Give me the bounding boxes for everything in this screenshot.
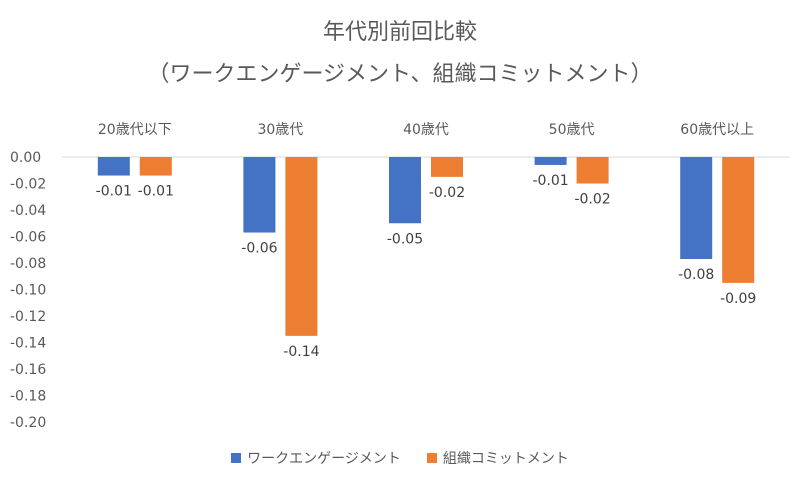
data-label: -0.01 (532, 173, 568, 189)
category-label: 60歳代以上 (680, 122, 754, 138)
bar-org-commitment (285, 157, 318, 336)
data-label: -0.02 (574, 192, 610, 208)
data-label: -0.05 (387, 231, 423, 247)
legend-item-org-commitment: 組織コミットメント (426, 448, 569, 468)
data-label: -0.02 (429, 185, 465, 201)
legend-swatch-org-commitment (426, 453, 437, 463)
category-label: 30歳代 (257, 122, 303, 138)
y-tick-label: -0.08 (10, 256, 46, 272)
legend-label-org-commitment: 組織コミットメント (442, 451, 569, 467)
y-tick-label: -0.02 (10, 177, 46, 193)
category-label: 40歳代 (403, 122, 449, 138)
bar-work-engagement (243, 157, 276, 233)
legend-item-work-engagement: ワークエンゲージメント (231, 448, 401, 468)
bar-work-engagement (97, 157, 130, 176)
data-label: -0.01 (96, 184, 132, 200)
bar-work-engagement (389, 157, 421, 224)
y-tick-label: -0.18 (10, 389, 46, 405)
data-label: -0.06 (241, 241, 277, 257)
data-label: -0.01 (138, 184, 174, 200)
y-tick-label: -0.06 (10, 230, 46, 246)
chart-title: 年代別前回比較 (322, 20, 477, 45)
legend-swatch-work-engagement (231, 453, 242, 463)
chart-subtitle: （ワークエンゲージメント、組織コミットメント） (147, 62, 653, 87)
y-tick-label: -0.20 (10, 415, 46, 431)
bar-org-commitment (722, 157, 755, 283)
y-tick-label: 0.00 (10, 150, 41, 166)
bar-work-engagement (534, 157, 567, 165)
category-label: 20歳代以下 (98, 122, 172, 138)
y-tick-label: -0.04 (10, 203, 46, 219)
y-tick-label: -0.12 (10, 309, 46, 325)
category-label: 50歳代 (549, 122, 595, 138)
data-label: -0.09 (720, 291, 756, 307)
bar-org-commitment (576, 157, 609, 184)
bar-org-commitment (139, 157, 172, 176)
data-label: -0.08 (678, 267, 714, 283)
legend-label-work-engagement: ワークエンゲージメント (247, 451, 401, 467)
bar-org-commitment (431, 157, 463, 177)
data-label: -0.14 (283, 344, 319, 360)
y-tick-label: -0.16 (10, 362, 46, 378)
y-tick-label: -0.10 (10, 283, 46, 299)
legend: ワークエンゲージメント 組織コミットメント (0, 448, 800, 468)
y-tick-label: -0.14 (10, 336, 46, 352)
bar-work-engagement (680, 157, 713, 260)
